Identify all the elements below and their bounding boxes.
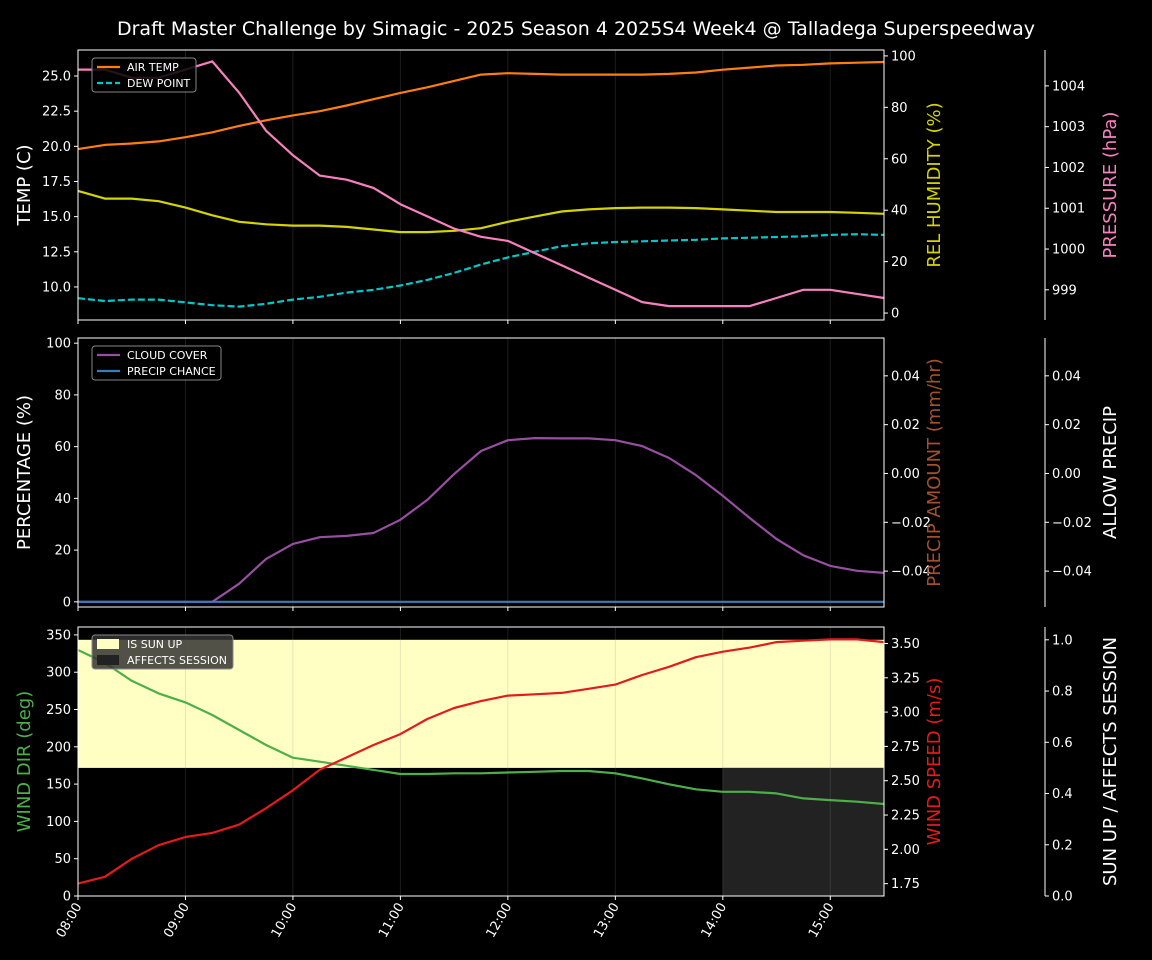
tick-label: 40 xyxy=(54,492,71,507)
tick-label: 1.0 xyxy=(1052,633,1073,648)
tick-label: 999 xyxy=(1052,283,1077,298)
tick-label: 80 xyxy=(891,101,908,116)
legend: CLOUD COVER PRECIP CHANCE xyxy=(91,345,222,381)
tick-label: 150 xyxy=(46,778,71,793)
tick-label: 350 xyxy=(46,628,71,643)
legend-label: PRECIP CHANCE xyxy=(127,365,216,378)
legend-label: DEW POINT xyxy=(127,77,191,90)
axis-label: REL HUMIDITY (%) xyxy=(924,102,945,267)
tick-label: 40 xyxy=(891,204,908,219)
legend-label: IS SUN UP xyxy=(127,638,183,651)
axis-label: PERCENTAGE (%) xyxy=(14,395,35,550)
tick-label: 1001 xyxy=(1052,202,1085,217)
wind-speed-m-s-line xyxy=(77,638,885,885)
legend: IS SUN UP AFFECTS SESSION xyxy=(91,634,234,670)
tick-label: 0.8 xyxy=(1052,685,1073,700)
tick-label: 100 xyxy=(891,49,916,64)
tick-label: 17.5 xyxy=(42,175,71,190)
tick-label: 12.5 xyxy=(42,245,71,260)
tick-label: 3.50 xyxy=(891,637,920,652)
legend: AIR TEMP DEW POINT xyxy=(91,57,197,93)
legend-swatch xyxy=(97,655,119,665)
tick-label: 0.02 xyxy=(1052,418,1081,433)
legend-label: AFFECTS SESSION xyxy=(127,654,227,667)
tick-label: 1.75 xyxy=(891,877,920,892)
axis-label: ALLOW PRECIP xyxy=(1100,406,1121,539)
tick-label: −0.02 xyxy=(891,516,931,531)
axis-label: TEMP (C) xyxy=(14,144,35,226)
tick-label: 60 xyxy=(891,152,908,167)
tick-label: 100 xyxy=(46,337,71,352)
tick-label: 100 xyxy=(46,815,71,830)
tick-label: 3.00 xyxy=(891,706,920,721)
tick-label: 2.00 xyxy=(891,843,920,858)
legend-label: CLOUD COVER xyxy=(127,349,208,362)
tick-label: 2.25 xyxy=(891,809,920,824)
wind-dir-deg-line xyxy=(77,649,885,806)
subplot-2: 0 20 40 60 80 100 PERCENTAGE (%) −0.04 −0.02 0.00… xyxy=(14,337,1121,611)
tick-label: 0 xyxy=(891,307,899,322)
rel-humidity-line xyxy=(77,189,885,234)
tick-label: 0.00 xyxy=(891,467,920,482)
tick-label: 3.25 xyxy=(891,671,920,686)
tick-label: 1004 xyxy=(1052,79,1085,94)
tick-label: 0.00 xyxy=(1052,467,1081,482)
dew-point-line xyxy=(77,233,885,308)
tick-label: 200 xyxy=(46,740,71,755)
tick-label: 0.02 xyxy=(891,418,920,433)
tick-label: 50 xyxy=(54,852,71,867)
subplot-1: 10.0 12.5 15.0 17.5 20.0 22.5 25.0 TEMP (C) 0 20 4… xyxy=(14,49,1121,324)
legend-label: AIR TEMP xyxy=(127,61,179,74)
tick-label: 0 xyxy=(63,595,71,610)
tick-label: 0.4 xyxy=(1052,787,1073,802)
tick-label: 15.0 xyxy=(42,210,71,225)
axis-label: PRECIP AMOUNT (mm/hr) xyxy=(924,358,945,587)
plot-frame xyxy=(77,626,885,897)
tick-label: 2.75 xyxy=(891,740,920,755)
tick-label: 10.0 xyxy=(42,280,71,295)
tick-label: 22.5 xyxy=(42,105,71,120)
tick-label: 2.50 xyxy=(891,774,920,789)
tick-label: 0.2 xyxy=(1052,838,1073,853)
tick-label: 1000 xyxy=(1052,243,1085,258)
pressure-hpa-line xyxy=(78,60,885,308)
tick-label: 20 xyxy=(54,544,71,559)
chart-title: Draft Master Challenge by Simagic - 2025… xyxy=(117,18,1035,40)
tick-label: −0.04 xyxy=(1052,565,1092,580)
tick-label: 80 xyxy=(54,388,71,403)
axis-label: PRESSURE (hPa) xyxy=(1100,112,1121,259)
legend-box xyxy=(91,634,234,670)
tick-label: 0.0 xyxy=(1052,890,1073,905)
tick-label: 300 xyxy=(46,666,71,681)
air-temp-line xyxy=(77,60,885,151)
tick-label: 0.04 xyxy=(1052,369,1081,384)
tick-label: 20.0 xyxy=(42,140,71,155)
tick-label: 250 xyxy=(46,703,71,718)
tick-label: 25.0 xyxy=(42,70,71,85)
tick-label: −0.04 xyxy=(891,565,931,580)
legend-box xyxy=(91,345,222,381)
tick-label: −0.02 xyxy=(1052,516,1092,531)
tick-label: 0.04 xyxy=(891,369,920,384)
plot-frame xyxy=(77,49,885,321)
tick-label: 60 xyxy=(54,440,71,455)
tick-label: 20 xyxy=(891,255,908,270)
legend-swatch xyxy=(97,639,119,649)
tick-label: 0.6 xyxy=(1052,736,1073,751)
plot-frame xyxy=(77,337,885,608)
axis-label: WIND SPEED (m/s) xyxy=(924,678,945,846)
axis-label: SUN UP / AFFECTS SESSION xyxy=(1100,637,1121,886)
axis-label: WIND DIR (deg) xyxy=(14,691,35,833)
affects-session-band xyxy=(722,767,884,896)
tick-label: 0 xyxy=(63,890,71,905)
tick-label: 1002 xyxy=(1052,161,1085,176)
tick-label: 1003 xyxy=(1052,120,1085,135)
